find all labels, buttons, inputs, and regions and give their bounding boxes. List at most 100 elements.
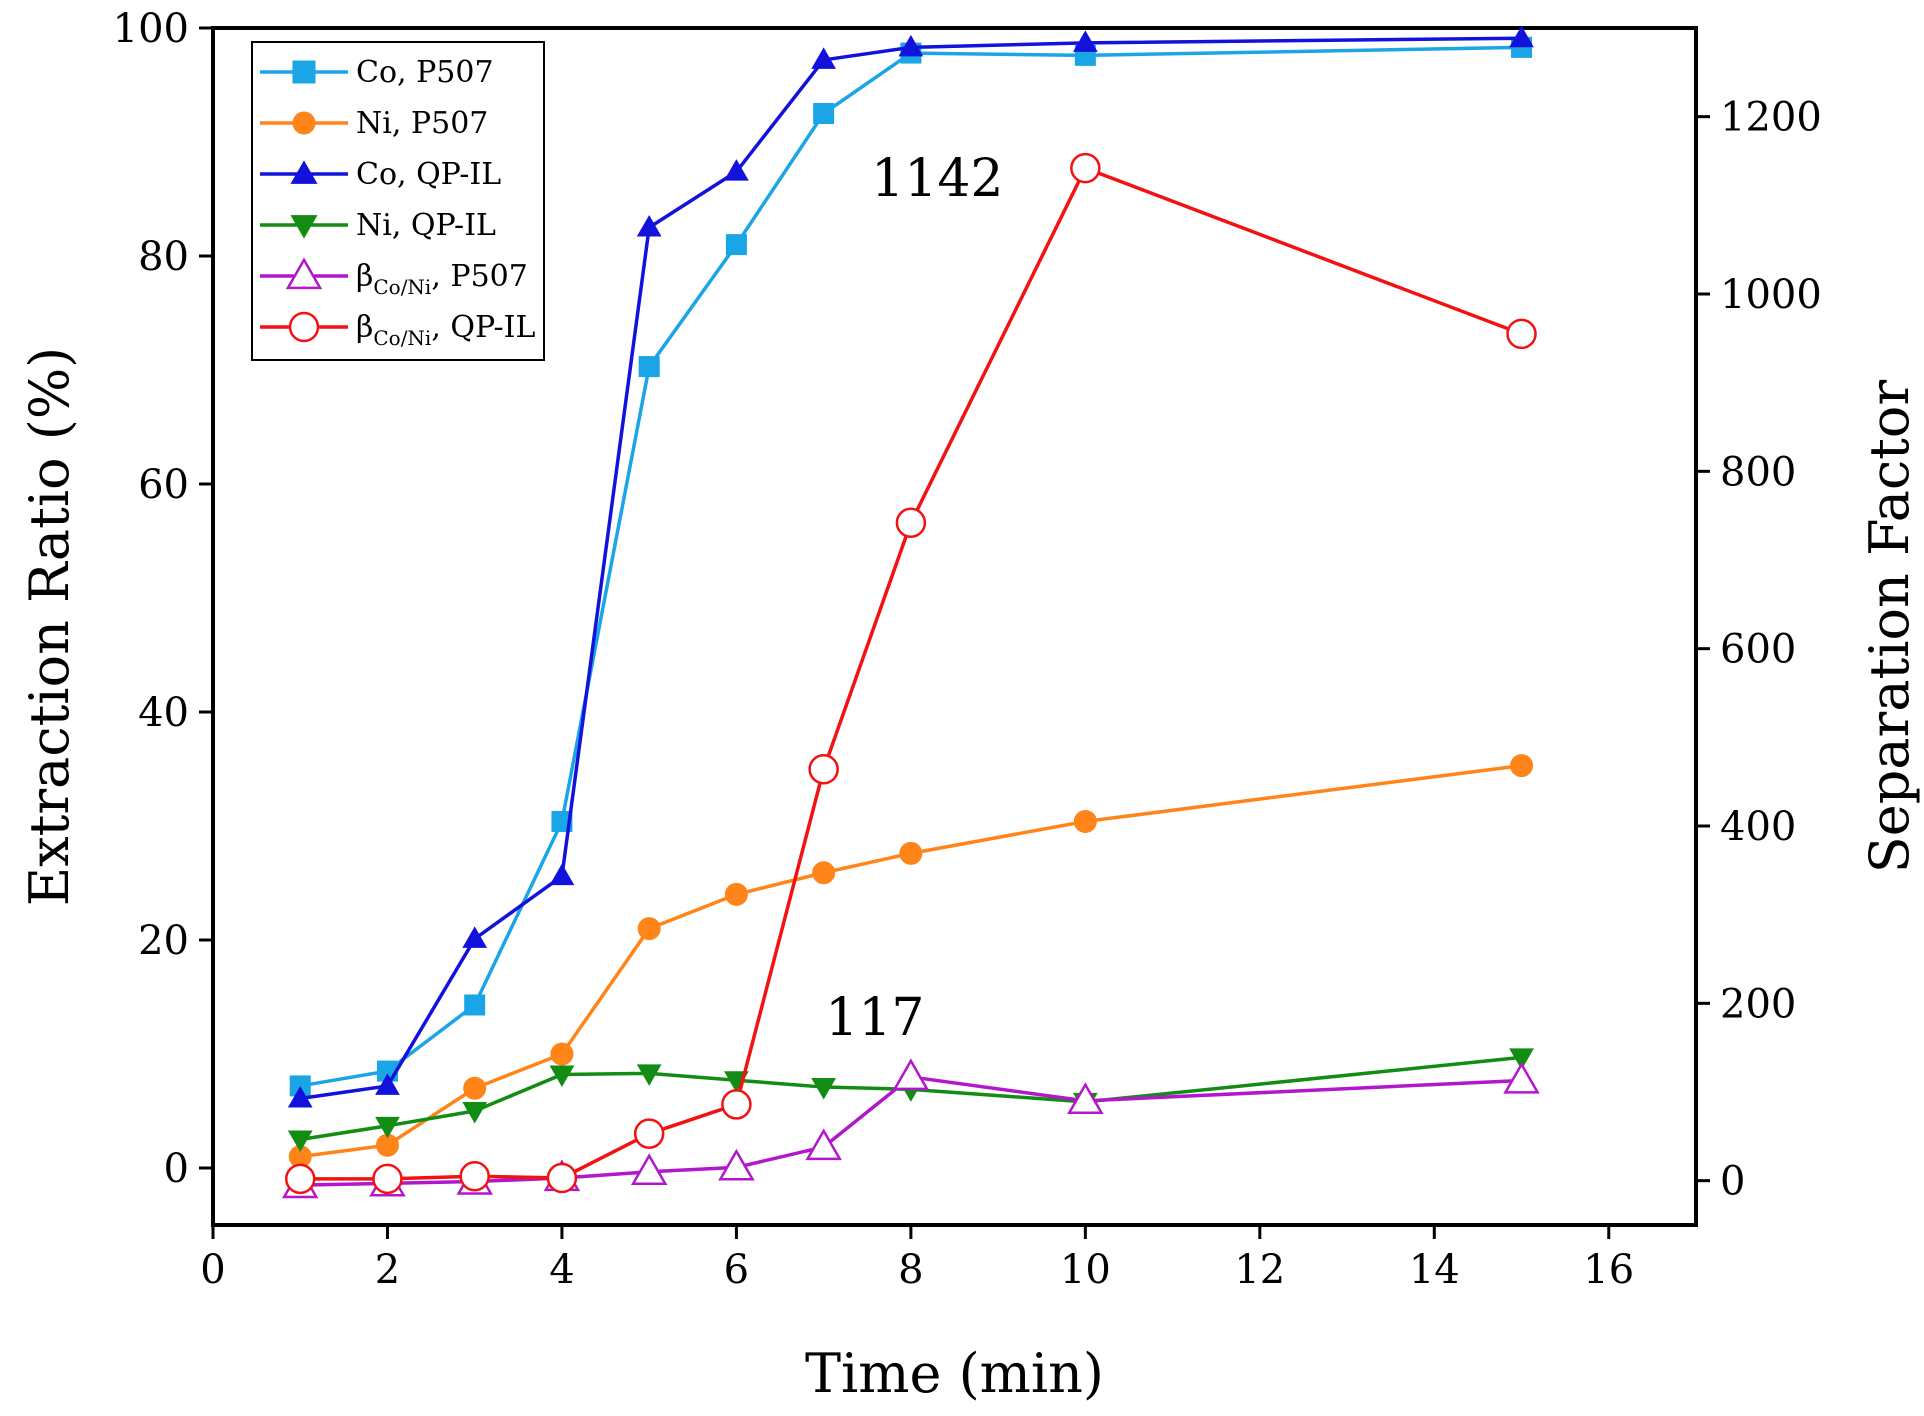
- annotations: 1142 117: [825, 149, 1003, 1048]
- y-tick-label: 0: [164, 1146, 189, 1192]
- legend-marker: [288, 311, 320, 343]
- data-point: [372, 1163, 403, 1195]
- series-line: [300, 1075, 1522, 1187]
- y-tick-label: 20: [138, 918, 189, 964]
- y-axis-title: Extraction Ratio (%): [18, 347, 81, 906]
- data-point: [1506, 318, 1537, 350]
- annotation-label: 1142: [871, 149, 1003, 209]
- legend-label: Ni, P507: [356, 106, 488, 141]
- data-point: [637, 917, 661, 941]
- legend-label: Ni, QP-IL: [356, 208, 496, 243]
- series-line: [299, 36, 1522, 1101]
- data-point: [899, 841, 923, 865]
- data-point: [375, 1073, 400, 1095]
- x-tick-label: 4: [549, 1247, 574, 1293]
- data-point: [811, 1078, 837, 1100]
- legend-entry: βCo/Ni, QP-IL: [260, 310, 536, 350]
- data-point: [1067, 1082, 1104, 1115]
- legend-label: βCo/Ni, P507: [356, 259, 528, 299]
- legend-entry: Co, QP-IL: [260, 157, 501, 192]
- legend-entry: Ni, P507: [260, 106, 488, 141]
- data-point: [462, 1102, 488, 1124]
- data-point: [549, 863, 575, 886]
- data-point: [1070, 152, 1101, 184]
- data-point: [1510, 754, 1534, 778]
- legend-label: βCo/Ni, QP-IL: [356, 310, 536, 350]
- data-point: [459, 1160, 490, 1192]
- series-2: [287, 25, 1534, 1108]
- x-tick-label: 12: [1234, 1247, 1285, 1293]
- data-point: [725, 234, 747, 256]
- y-tick-label: 80: [138, 234, 189, 280]
- data-point: [463, 1076, 487, 1100]
- data-point: [636, 1064, 662, 1086]
- series-5: [284, 152, 1537, 1195]
- data-point: [1503, 1061, 1540, 1094]
- legend-marker: [290, 215, 318, 239]
- data-point: [724, 882, 748, 906]
- data-point: [546, 1162, 578, 1194]
- y-tick-label: 100: [113, 6, 189, 52]
- legend-label: Co, P507: [356, 55, 494, 90]
- legend-marker: [285, 257, 323, 290]
- series-layer: [281, 25, 1540, 1199]
- y2-tick-label: 1000: [1720, 272, 1822, 318]
- data-point: [636, 214, 662, 237]
- x-tick-label: 14: [1409, 1247, 1460, 1293]
- data-point: [1509, 25, 1534, 48]
- x-tick-label: 2: [375, 1247, 400, 1293]
- data-point: [808, 754, 839, 785]
- series-3: [287, 1048, 1534, 1153]
- y2-tick-label: 400: [1720, 804, 1796, 850]
- data-point: [812, 861, 836, 885]
- data-point: [1072, 30, 1098, 52]
- data-point: [813, 103, 835, 124]
- x-tick-label: 0: [200, 1247, 225, 1293]
- data-point: [892, 1058, 930, 1091]
- series-line: [299, 45, 1522, 1088]
- data-point: [287, 1130, 313, 1153]
- plot-frame: [211, 26, 1698, 1227]
- data-point: [287, 1085, 313, 1108]
- data-point: [633, 1118, 665, 1149]
- y2-tick-label: 0: [1720, 1159, 1745, 1205]
- data-point: [375, 1116, 400, 1139]
- data-point: [630, 1153, 668, 1185]
- x-tick-label: 10: [1060, 1247, 1111, 1293]
- y2-axis-title: Separation Factor: [1858, 380, 1921, 874]
- data-point: [638, 356, 660, 378]
- annotation-label: 117: [825, 988, 924, 1048]
- data-point: [1073, 809, 1097, 833]
- data-point: [284, 1163, 316, 1195]
- data-point: [895, 507, 927, 539]
- axis-ticks: 0 2 4 6 8 10 12 14 16020406080100020040060080010…: [113, 6, 1822, 1293]
- x-tick-label: 16: [1583, 1247, 1634, 1293]
- x-tick-label: 6: [724, 1247, 749, 1293]
- plot-frame-group: [211, 26, 1698, 1227]
- legend-marker: [292, 60, 316, 84]
- y2-tick-label: 800: [1720, 449, 1796, 495]
- data-point: [1509, 1048, 1534, 1070]
- y2-tick-label: 200: [1720, 981, 1796, 1027]
- x-tick-label: 8: [898, 1247, 923, 1293]
- legend-entry: Co, P507: [260, 55, 494, 90]
- legend-entry: βCo/Ni, P507: [260, 257, 528, 299]
- data-point: [811, 47, 837, 69]
- legend-label: Co, QP-IL: [356, 157, 501, 192]
- data-point: [721, 1089, 752, 1120]
- legend-marker: [290, 160, 318, 184]
- data-point: [462, 926, 488, 948]
- data-point: [718, 1148, 755, 1181]
- x-axis-title: Time (min): [805, 1342, 1104, 1405]
- data-point: [805, 1128, 842, 1161]
- data-point: [464, 994, 486, 1016]
- legend-entry: Ni, QP-IL: [260, 208, 496, 243]
- data-point: [549, 1065, 575, 1088]
- data-point: [898, 34, 924, 57]
- legend-box: [251, 41, 545, 361]
- y2-tick-label: 600: [1720, 627, 1796, 673]
- data-point: [724, 159, 749, 181]
- y2-tick-label: 1200: [1720, 95, 1822, 141]
- y-tick-label: 40: [138, 690, 189, 736]
